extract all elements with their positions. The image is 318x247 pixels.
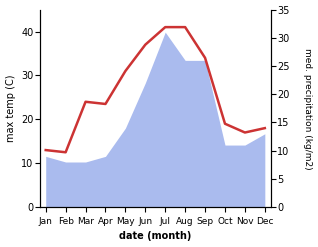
Y-axis label: max temp (C): max temp (C) <box>5 75 16 142</box>
X-axis label: date (month): date (month) <box>119 231 191 242</box>
Y-axis label: med. precipitation (kg/m2): med. precipitation (kg/m2) <box>303 48 313 169</box>
